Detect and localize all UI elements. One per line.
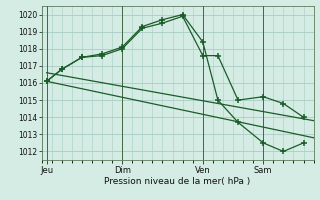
X-axis label: Pression niveau de la mer( hPa ): Pression niveau de la mer( hPa )	[104, 177, 251, 186]
